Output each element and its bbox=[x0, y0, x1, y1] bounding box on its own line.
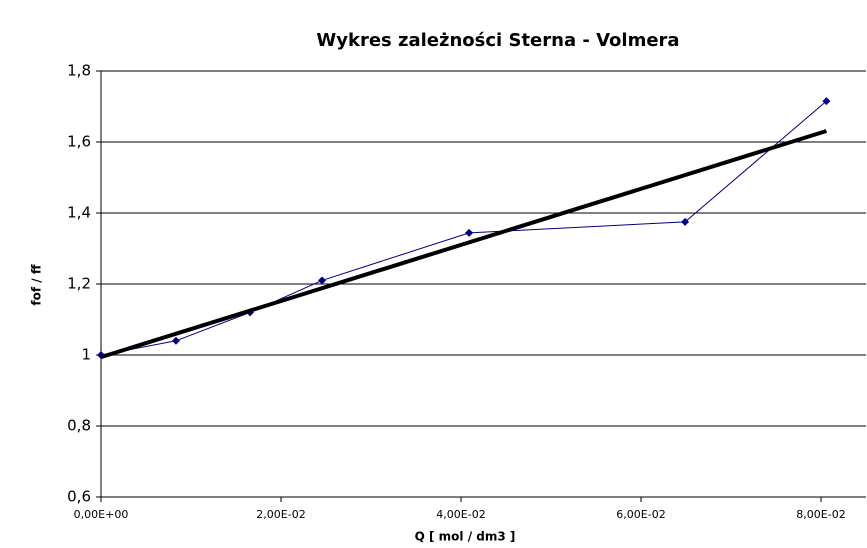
data-point bbox=[171, 336, 180, 345]
series-line bbox=[100, 100, 827, 356]
chart-title: Wykres zależności Sterna - Volmera bbox=[316, 30, 679, 51]
y-tick-label: 1,2 bbox=[67, 275, 91, 293]
x-tick-label: 2,00E-02 bbox=[256, 508, 305, 521]
data-point bbox=[822, 97, 831, 106]
x-tick-label: 4,00E-02 bbox=[436, 508, 485, 521]
data-point bbox=[681, 217, 690, 226]
y-axis-label: fof / ff bbox=[30, 264, 44, 305]
x-tick-label: 0,00E+00 bbox=[74, 508, 129, 521]
x-tick-label: 8,00E-02 bbox=[796, 508, 845, 521]
x-axis-label: Q [ mol / dm3 ] bbox=[415, 530, 516, 544]
data-point bbox=[318, 276, 327, 285]
data-point bbox=[465, 228, 474, 237]
y-tick-label: 1,8 bbox=[67, 62, 91, 80]
y-tick-label: 1,6 bbox=[67, 133, 91, 151]
y-tick-label: 1 bbox=[81, 346, 91, 364]
trendline bbox=[100, 129, 827, 360]
y-tick-label: 0,6 bbox=[67, 488, 91, 506]
y-tick-label: 0,8 bbox=[67, 417, 91, 435]
x-tick-label: 6,00E-02 bbox=[616, 508, 665, 521]
y-tick-label: 1,4 bbox=[67, 204, 91, 222]
